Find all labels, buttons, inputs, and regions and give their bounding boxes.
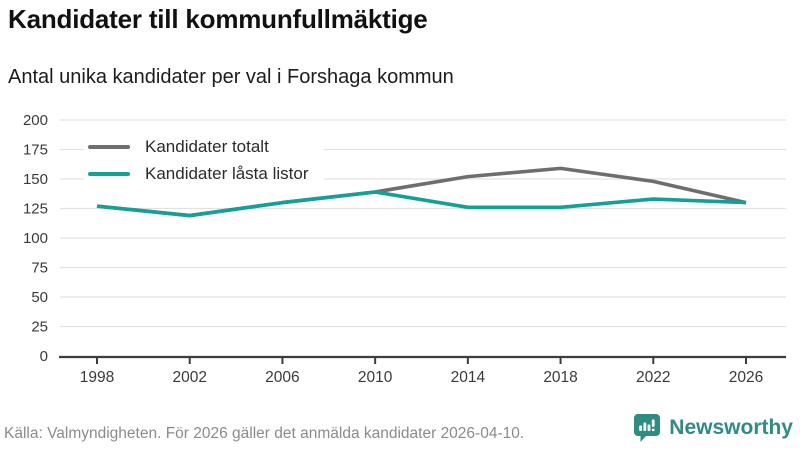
chart-legend: Kandidater totalt Kandidater låsta listo…	[84, 131, 325, 191]
svg-text:50: 50	[31, 289, 48, 306]
newsworthy-speech-bubble-icon	[634, 414, 661, 442]
page-subtitle: Antal unika kandidater per val i Forshag…	[8, 66, 454, 88]
newsworthy-wordmark: Newsworthy	[669, 416, 793, 439]
svg-text:75: 75	[31, 260, 48, 277]
series-line-1	[96, 190, 747, 218]
legend-swatch-teal-line	[88, 171, 130, 176]
x-axis: 1998 2002 2006 2010 2014 2018 2022 2026	[59, 355, 786, 386]
svg-text:2014: 2014	[451, 369, 486, 386]
svg-text:2010: 2010	[358, 369, 393, 386]
legend-label: Kandidater totalt	[145, 136, 269, 156]
legend-label: Kandidater låsta listor	[145, 163, 309, 183]
svg-text:200: 200	[23, 112, 48, 129]
newsworthy-logo: Newsworthy	[633, 413, 793, 443]
legend-swatch-gray-line	[88, 144, 130, 149]
y-axis-labels: 0 25 50 75 100 125 150 175 200	[23, 112, 48, 365]
svg-text:175: 175	[23, 142, 48, 159]
page-title: Kandidater till kommunfullmäktige	[8, 4, 428, 34]
legend-item-lasta-listor: Kandidater låsta listor	[88, 160, 308, 187]
svg-text:25: 25	[31, 319, 48, 336]
legend-item-totalt: Kandidater totalt	[88, 133, 308, 160]
svg-text:150: 150	[23, 171, 48, 188]
svg-text:1998: 1998	[80, 369, 114, 386]
svg-text:2002: 2002	[172, 369, 206, 386]
svg-text:2026: 2026	[729, 369, 763, 386]
svg-text:100: 100	[23, 230, 48, 247]
svg-text:2006: 2006	[265, 369, 299, 386]
source-note: Källa: Valmyndigheten. För 2026 gäller d…	[4, 425, 525, 442]
svg-text:0: 0	[40, 348, 48, 365]
svg-text:2018: 2018	[543, 369, 577, 386]
svg-text:125: 125	[23, 201, 48, 218]
svg-text:2022: 2022	[636, 369, 670, 386]
